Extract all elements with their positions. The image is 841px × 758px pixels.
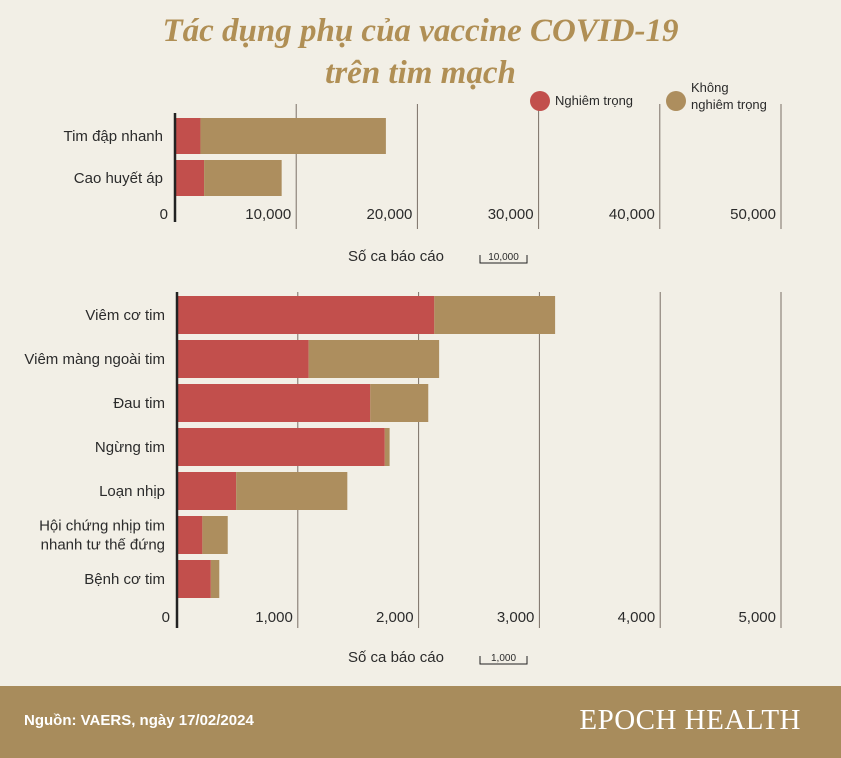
bottom-bar-non-serious bbox=[202, 516, 228, 554]
bottom-tick-label: 0 bbox=[162, 609, 170, 626]
top-x-axis-label: Số ca báo cáo bbox=[348, 248, 444, 265]
bottom-tick-label: 3,000 bbox=[497, 609, 535, 626]
bottom-bar-non-serious bbox=[308, 340, 440, 378]
bottom-x-axis-label: Số ca báo cáo bbox=[348, 649, 444, 666]
footer: Nguồn: VAERS, ngày 17/02/2024 EPOCH HEAL… bbox=[0, 686, 841, 758]
source-text: Nguồn: VAERS, ngày 17/02/2024 bbox=[24, 712, 254, 729]
title-line-1: Tác dụng phụ của vaccine COVID-19 bbox=[162, 13, 679, 49]
bottom-bar-serious bbox=[177, 340, 309, 378]
top-category-label: Tim đập nhanh bbox=[63, 128, 163, 145]
bottom-category-label: Viêm cơ tim bbox=[85, 307, 165, 324]
bottom-bar-serious bbox=[177, 472, 237, 510]
bottom-category-label: Viêm màng ngoài tim bbox=[24, 351, 165, 368]
bottom-tick-label: 2,000 bbox=[376, 609, 414, 626]
top-bar-non-serious bbox=[200, 118, 386, 154]
top-scale-label: 10,000 bbox=[488, 252, 519, 263]
title-line-2: trên tim mạch bbox=[325, 55, 516, 91]
bottom-category-label: Ngừng tim bbox=[95, 439, 165, 456]
legend-swatch bbox=[666, 91, 686, 111]
bottom-scale-bracket bbox=[479, 656, 528, 665]
bottom-bar-serious bbox=[177, 296, 435, 334]
chart-canvas: Tim đập nhanh Cao huyết áp 0 10,000 20,000 30… bbox=[24, 80, 782, 666]
bottom-tick-label: 4,000 bbox=[618, 609, 656, 626]
bottom-bar-non-serious bbox=[384, 428, 390, 466]
bottom-category-label: Loạn nhịp bbox=[99, 483, 165, 500]
bottom-bar-serious bbox=[177, 560, 211, 598]
bottom-scale-label: 1,000 bbox=[491, 653, 516, 664]
brand-logo: EPOCH HEALTH bbox=[579, 704, 801, 736]
top-tick-label: 40,000 bbox=[609, 206, 655, 223]
bottom-bar-non-serious bbox=[370, 384, 429, 422]
top-bar-serious bbox=[175, 160, 205, 196]
bottom-category-label: Đau tim bbox=[113, 395, 165, 412]
chart-title: Tác dụng phụ của vaccine COVID-19 trên t… bbox=[0, 10, 841, 94]
top-bar-non-serious bbox=[204, 160, 282, 196]
top-tick-label: 10,000 bbox=[245, 206, 291, 223]
bottom-bar-non-serious bbox=[434, 296, 556, 334]
bottom-bar-non-serious bbox=[236, 472, 348, 510]
top-tick-label: 0 bbox=[160, 206, 168, 223]
top-tick-label: 50,000 bbox=[730, 206, 776, 223]
top-category-label: Cao huyết áp bbox=[74, 170, 163, 187]
top-scale-bracket bbox=[479, 255, 528, 264]
bottom-bar-serious bbox=[177, 384, 371, 422]
top-bar-serious bbox=[175, 118, 201, 154]
bottom-category-label: Hội chứng nhịp tim nhanh tư thế đứng bbox=[39, 518, 165, 554]
bottom-bar-serious bbox=[177, 516, 203, 554]
legend-label: Nghiêm trọng bbox=[555, 93, 633, 108]
bottom-tick-label: 5,000 bbox=[738, 609, 776, 626]
bottom-category-label: Bệnh cơ tim bbox=[84, 571, 165, 588]
bottom-bar-non-serious bbox=[210, 560, 220, 598]
legend-label: Không nghiêm trọng bbox=[691, 80, 767, 112]
bottom-bar-serious bbox=[177, 428, 385, 466]
top-tick-label: 30,000 bbox=[488, 206, 534, 223]
top-tick-label: 20,000 bbox=[367, 206, 413, 223]
legend-swatch bbox=[530, 91, 550, 111]
bottom-tick-label: 1,000 bbox=[255, 609, 293, 626]
